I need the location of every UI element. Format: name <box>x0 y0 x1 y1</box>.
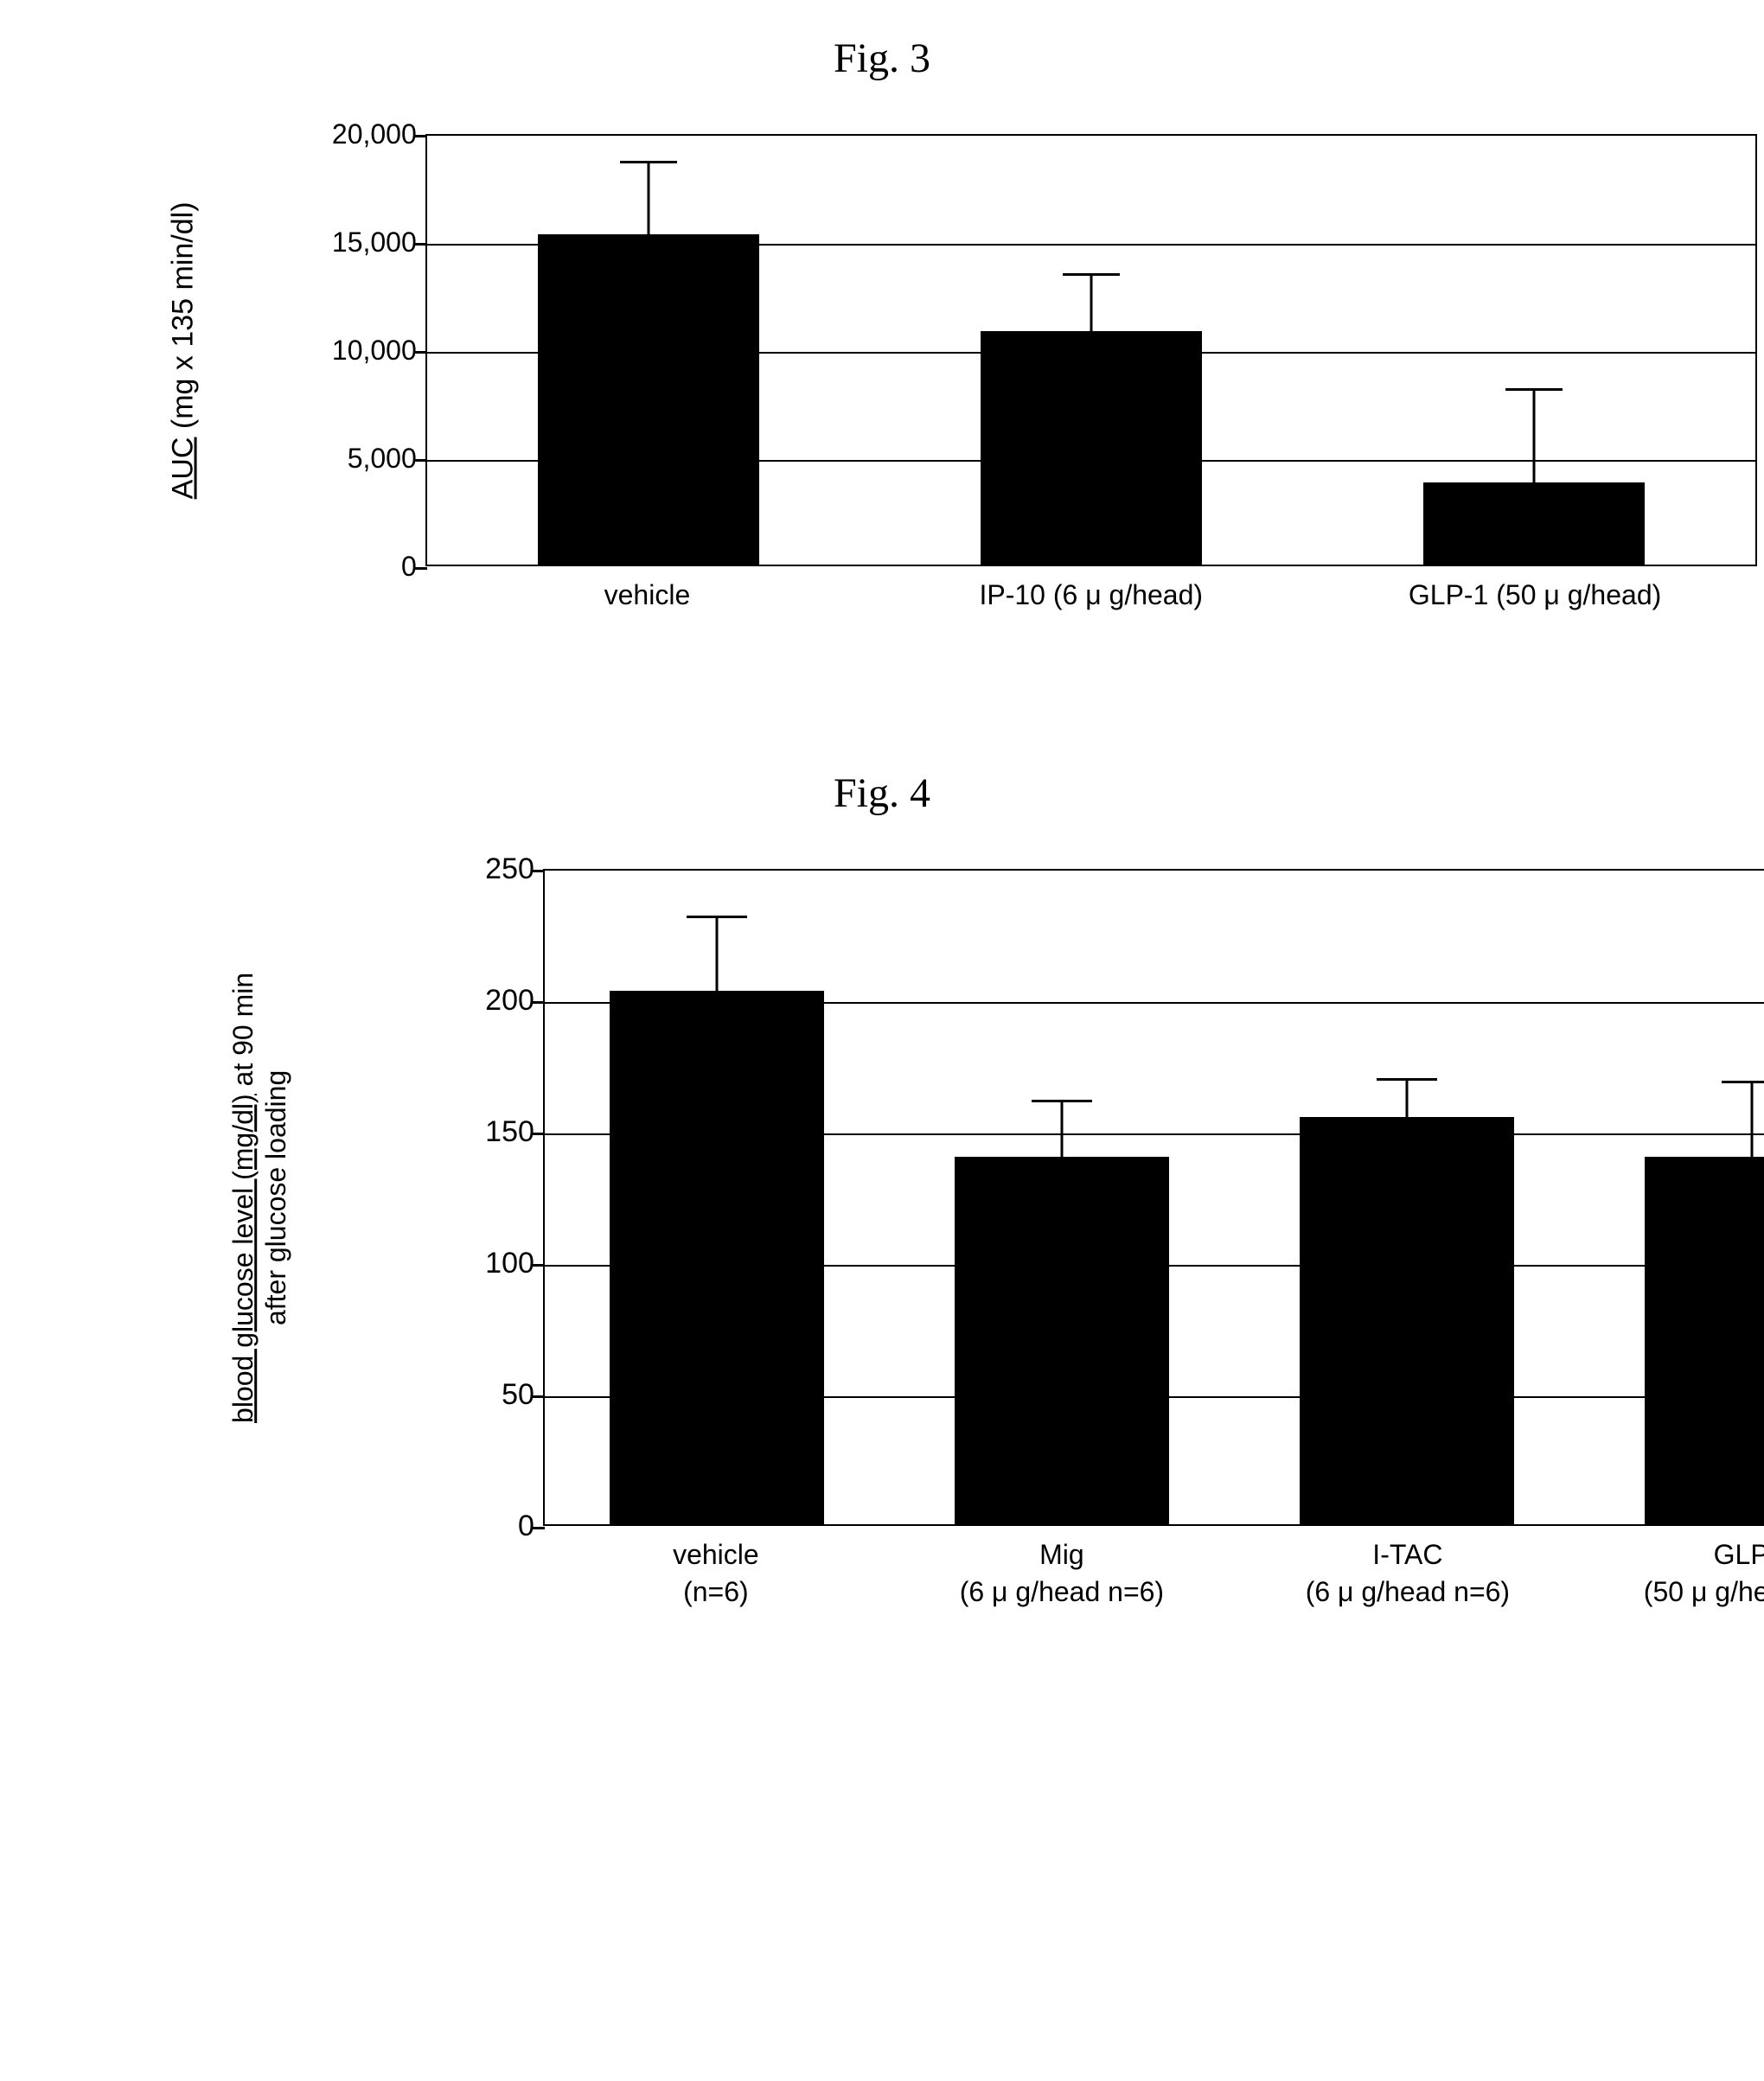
figure-4-tick-mark <box>533 1264 545 1267</box>
figure-3-ytick-label: 5,000 <box>348 444 417 472</box>
figure-4-plot-wrap: vehicle(n=6)Mig(6 μ g/head n=6)I-TAC(6 μ… <box>543 869 1764 1611</box>
figure-4-gridline <box>545 1265 1764 1267</box>
figure-4-bar <box>1300 1117 1514 1524</box>
figure-3-bar-slot <box>427 136 870 565</box>
figure-4-bar-wrapper <box>1300 871 1514 1524</box>
figure-4-bar <box>610 991 824 1524</box>
figure-3-bar-wrapper <box>1423 136 1645 565</box>
figure-3-ytick-label: 10,000 <box>332 336 417 364</box>
figure-4-gridline <box>545 1396 1764 1398</box>
figure-4-bar <box>955 1157 1169 1525</box>
figure-3-bar-slot <box>1313 136 1755 565</box>
figure-3-tick-mark <box>415 243 427 246</box>
figure-3-bar <box>1423 482 1645 565</box>
figure-3-title: Fig. 3 <box>35 35 1729 82</box>
figure-4-error-stem <box>716 917 719 991</box>
figure-4-bar-wrapper <box>955 871 1169 1524</box>
figure-4-tick-mark <box>533 1001 545 1004</box>
figure-3-ytick-label: 20,000 <box>332 120 417 148</box>
figure-4-ytick-label: 150 <box>485 1117 534 1146</box>
figure-4-plot-area <box>543 869 1764 1526</box>
figure-3-tick-mark <box>415 135 427 137</box>
figure-3-xlabel: vehicle <box>425 577 869 614</box>
figure-3-error-cap <box>1063 273 1120 276</box>
figure-4-ytick-label: 250 <box>485 854 534 884</box>
figure-3-bars <box>427 136 1755 565</box>
figure-4-error-stem <box>1751 1082 1754 1156</box>
figure-3-plot-wrap: vehicleIP-10 (6 μ g/head)GLP-1 (50 μ g/h… <box>425 134 1757 614</box>
figure-4-yticks: 250 200 150 100 50 0 <box>485 854 543 1541</box>
figure-3-tick-mark <box>415 567 427 570</box>
figure-3-tick-mark <box>415 351 427 354</box>
figure-3-error-cap <box>1505 388 1563 391</box>
figure-3-yticks: 20,000 15,000 10,000 5,000 0 <box>332 120 425 580</box>
figure-4-xlabel: GLP-1(50 μ g/head n=6) <box>1581 1536 1764 1611</box>
figure-4-bar-slot <box>890 871 1235 1524</box>
figure-3-chart: AUC (mg x 135 min/dl) 20,00015,00010,000… <box>35 134 1729 614</box>
figure-4-ytick-label: 0 <box>518 1511 534 1541</box>
figure-4-error-cap <box>1377 1078 1437 1081</box>
figure-4-bar-slot <box>1235 871 1580 1524</box>
figure-4-xlabel: Mig(6 μ g/head n=6) <box>889 1536 1235 1611</box>
figure-4-tick-mark <box>533 1395 545 1398</box>
figure-4-bar <box>1645 1157 1764 1525</box>
figure-3-xlabel: GLP-1 (50 μ g/head) <box>1313 577 1756 614</box>
figure-4-ylabel-container: blood glucose level (mg/dl) at 90 minaft… <box>35 869 485 1526</box>
figure-3-bar-slot <box>870 136 1313 565</box>
figure-3-error-cap <box>620 161 677 163</box>
figure-4-tick-mark <box>533 1527 545 1529</box>
figure-3-bar <box>981 331 1202 565</box>
figure-4-bars <box>545 871 1764 1524</box>
figure-4-ytick-label: 50 <box>502 1380 534 1409</box>
figure-4-error-cap <box>1722 1081 1764 1083</box>
figure-4-xlabel: I-TAC(6 μ g/head n=6) <box>1235 1536 1581 1611</box>
figure-3-error-stem <box>647 163 649 234</box>
figure-4-bar-slot <box>1580 871 1764 1524</box>
figure-4-error-cap <box>687 916 747 918</box>
figure-3: Fig. 3 AUC (mg x 135 min/dl) 20,000 15,00… <box>35 35 1729 614</box>
figure-4-xlabels: vehicle(n=6)Mig(6 μ g/head n=6)I-TAC(6 μ… <box>543 1536 1764 1611</box>
figure-4: Fig. 4 blood glucose level (mg/dl) at 90… <box>35 769 1729 1611</box>
figure-4-ytick-label: 100 <box>485 1248 534 1278</box>
figure-4-tick-mark <box>533 1133 545 1135</box>
figure-4-tick-mark <box>533 870 545 872</box>
figure-4-chart: blood glucose level (mg/dl) at 90 minaft… <box>35 869 1729 1611</box>
figure-4-xlabel: vehicle(n=6) <box>543 1536 889 1611</box>
figure-3-error-stem <box>1532 390 1535 483</box>
figure-4-ytick-label: 200 <box>485 986 534 1015</box>
figure-3-xlabels: vehicleIP-10 (6 μ g/head)GLP-1 (50 μ g/h… <box>425 577 1757 614</box>
figure-3-ylabel-container: AUC (mg x 135 min/dl) <box>35 134 332 566</box>
figure-3-tick-mark <box>415 459 427 462</box>
figure-3-gridline <box>427 244 1755 246</box>
figure-3-xlabel: IP-10 (6 μ g/head) <box>869 577 1313 614</box>
figure-4-bar-wrapper <box>1645 871 1764 1524</box>
figure-4-gridline <box>545 1133 1764 1135</box>
figure-3-bar-wrapper <box>538 136 759 565</box>
figure-3-bar-wrapper <box>981 136 1202 565</box>
figure-3-plot-area <box>425 134 1757 566</box>
figure-4-ylabel: blood glucose level (mg/dl) at 90 minaft… <box>227 973 293 1423</box>
figure-4-gridline <box>545 1002 1764 1004</box>
figure-4-bar-wrapper <box>610 871 824 1524</box>
figure-3-ytick-label: 0 <box>401 552 417 580</box>
figure-4-error-stem <box>1406 1080 1409 1117</box>
figure-4-error-stem <box>1061 1101 1064 1157</box>
figure-3-error-stem <box>1090 275 1092 331</box>
figure-3-gridline <box>427 460 1755 462</box>
figure-3-ylabel: AUC (mg x 135 min/dl) <box>166 201 201 499</box>
figure-3-gridline <box>427 352 1755 354</box>
figure-3-ytick-label: 15,000 <box>332 228 417 256</box>
figure-4-bar-slot <box>545 871 890 1524</box>
figure-4-error-cap <box>1032 1100 1092 1102</box>
figure-4-title: Fig. 4 <box>35 769 1729 817</box>
figure-3-bar <box>538 234 759 565</box>
